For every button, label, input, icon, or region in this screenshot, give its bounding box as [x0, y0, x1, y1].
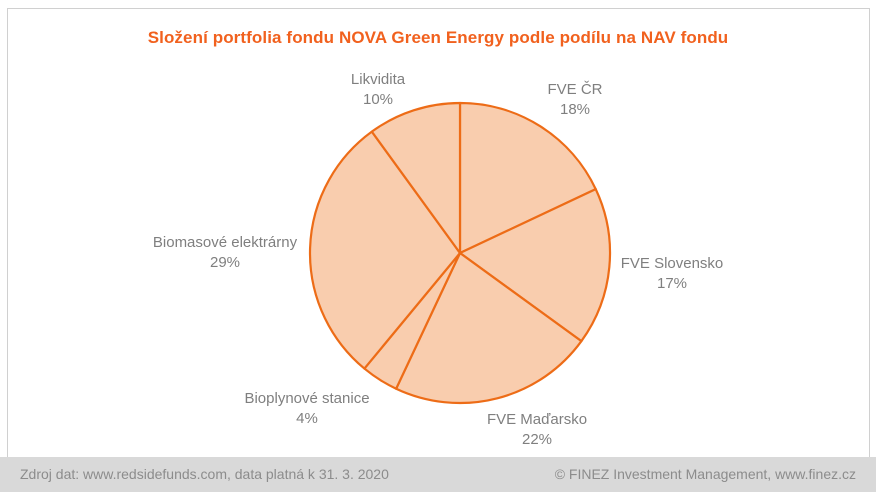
chart-title: Složení portfolia fondu NOVA Green Energ…: [147, 28, 729, 47]
pie-slice-1: [458, 188, 612, 343]
pie-label-text: FVE Slovensko: [620, 255, 724, 272]
pie-chart: [308, 101, 612, 405]
pie-label-value: 4%: [296, 410, 318, 427]
pie-label-text: FVE Maďarsko: [486, 411, 588, 428]
pie-label-value: 17%: [656, 275, 688, 292]
pie-label-text: Bioplynové stanice: [244, 390, 370, 407]
footer-copyright-text: © FINEZ Investment Management, www.finez…: [554, 466, 856, 482]
pie-slice-5: [370, 101, 462, 255]
pie-label-value: 10%: [362, 91, 394, 108]
pie-slice-4: [308, 130, 462, 370]
pie-label-value: 29%: [209, 254, 241, 271]
pie-label-4: Biomasové elektrárny 29%: [153, 233, 297, 273]
pie-label-value: 18%: [559, 101, 591, 118]
pie-slice-0: [458, 101, 597, 255]
pie-label-value: 22%: [521, 431, 553, 448]
footer-bar: Zdroj dat: www.redsidefunds.com, data pl…: [0, 457, 876, 492]
pie-label-1: FVE Slovensko 17%: [621, 254, 724, 294]
pie-label-text: Likvidita: [350, 71, 406, 88]
pie-label-0: FVE ČR 18%: [547, 80, 602, 120]
pie-label-text: Biomasové elektrárny: [152, 234, 298, 251]
pie-label-3: Bioplynové stanice 4%: [244, 389, 369, 429]
pie-label-2: FVE Maďarsko 22%: [487, 410, 587, 450]
pie-label-5: Likvidita 10%: [351, 70, 405, 110]
footer-source-text: Zdroj dat: www.redsidefunds.com, data pl…: [20, 466, 389, 482]
pie-label-text: FVE ČR: [547, 81, 603, 98]
